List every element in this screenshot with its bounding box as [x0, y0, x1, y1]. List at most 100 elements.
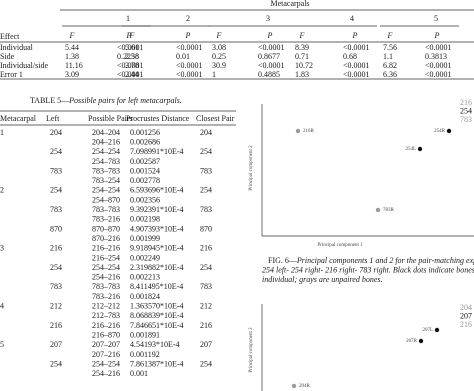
- table-cell: 254: [50, 186, 62, 195]
- table-header: Metacarpal: [0, 114, 37, 123]
- scatter-point: [417, 146, 423, 152]
- row-header: Effect: [0, 32, 20, 41]
- table-cell: 207–216: [92, 350, 120, 359]
- table-cell: 212–783: [92, 311, 120, 320]
- table-cell: 783: [50, 205, 62, 214]
- table-cell: 870: [200, 224, 212, 233]
- table-cell: 216: [200, 321, 212, 330]
- table-cell: 216: [50, 321, 62, 330]
- table-cell: 870–870: [92, 224, 120, 233]
- table-cell: 5: [0, 340, 4, 349]
- point-label: 207R: [406, 339, 418, 344]
- table-cell: 216: [50, 244, 62, 253]
- table-cell: 1.363570*10E-4: [130, 302, 184, 311]
- sub-header: P: [126, 31, 132, 40]
- cell: <0.0001: [425, 70, 452, 79]
- legend-entry: 783: [460, 115, 472, 124]
- point-label: 254L: [405, 147, 416, 152]
- table-header: Procrustes Distance: [126, 114, 190, 123]
- table-header: Left: [46, 114, 60, 123]
- table-cell: 216: [200, 244, 212, 253]
- table-cell: 870–216: [92, 234, 120, 243]
- cell: <0.0001: [117, 43, 144, 52]
- cell: 7.56: [383, 43, 397, 52]
- cell: <0.0001: [117, 70, 144, 79]
- cell: 8.39: [295, 43, 309, 52]
- table-cell: 783–216: [92, 215, 120, 224]
- table-cell: 783–216: [92, 292, 120, 301]
- table-cell: 6.593696*10E-4: [130, 186, 184, 195]
- table-cell: 254–254: [92, 359, 120, 368]
- point-label: 204R: [299, 384, 311, 389]
- table-cell: 783: [50, 282, 62, 291]
- table-cell: 783–783: [92, 205, 120, 214]
- cell: <0.0001: [343, 70, 370, 79]
- cell: <0.0001: [425, 43, 452, 52]
- legend-entry: 254: [460, 106, 472, 115]
- table-cell: 0.002213: [130, 273, 160, 282]
- scatter-point: [434, 327, 440, 333]
- column-header: 5: [434, 14, 438, 23]
- table-cell: 0.002198: [130, 215, 160, 224]
- row-label: Error 1: [0, 70, 23, 79]
- scatter-point: [295, 128, 301, 134]
- cell: 6.82: [383, 61, 397, 70]
- sub-header: P: [352, 31, 358, 40]
- table-cell: 0.001891: [130, 330, 160, 339]
- point-label: 783R: [383, 208, 395, 213]
- cell: 0.4885: [258, 70, 280, 79]
- table-cell: 1: [0, 128, 4, 137]
- caption-line: individual; grays are unpaired bones.: [262, 275, 383, 284]
- cell: 0.01: [176, 52, 190, 61]
- table-cell: 870: [50, 224, 62, 233]
- table-cell: 0.001824: [130, 292, 160, 301]
- point-label: 207L: [422, 328, 433, 333]
- scatter-point: [291, 383, 297, 389]
- table-cell: 0.001: [130, 369, 148, 378]
- table-cell: 0.001256: [130, 128, 160, 137]
- table-cell: 216–870: [92, 330, 120, 339]
- table-cell: 254–216: [92, 273, 120, 282]
- x-axis-label: Principal component 1: [317, 243, 363, 248]
- table-cell: 212: [200, 302, 212, 311]
- table-cell: 2: [0, 186, 4, 195]
- table-caption: TABLE 5—Possible pairs for left metacarp…: [30, 96, 182, 105]
- caption-text: Possible pairs for left metacarpals.: [68, 96, 182, 105]
- table-cell: 0.002778: [130, 176, 160, 185]
- caption-label: FIG. 6—: [268, 256, 298, 265]
- y-axis-label: Principal component 2: [249, 327, 254, 373]
- table-cell: 7.861387*10E-4: [130, 359, 184, 368]
- sub-header: F: [299, 31, 305, 40]
- row-label: Side: [0, 52, 15, 61]
- table-cell: 3: [0, 244, 4, 253]
- column-header: 4: [350, 14, 354, 23]
- table-cell: 254–216: [92, 369, 120, 378]
- y-axis-label: Principal component 2: [249, 145, 254, 191]
- table-cell: 207: [200, 340, 212, 349]
- table-cell: 9.918945*10E-4: [130, 244, 184, 253]
- legend-entry: 216: [460, 98, 472, 107]
- cell: 2.58: [125, 52, 139, 61]
- table-header: Possible Pairs: [88, 114, 133, 123]
- legend-entry: 216: [460, 320, 472, 329]
- table-cell: 783: [50, 166, 62, 175]
- table-cell: 0.001524: [130, 166, 160, 175]
- caption-line: 254 left- 254 right- 216 right- 783 righ…: [262, 265, 474, 274]
- table-cell: 254: [50, 359, 62, 368]
- group-header: Metacarpals: [270, 0, 309, 8]
- cell: 0.3813: [425, 52, 447, 61]
- cell: 10.72: [295, 61, 313, 70]
- cell: 2.44: [125, 70, 139, 79]
- cell: <0.0001: [117, 61, 144, 70]
- sub-header: F: [69, 31, 75, 40]
- scatter-point: [418, 338, 424, 344]
- table-cell: 783: [200, 282, 212, 291]
- table-cell: 4.907393*10E-4: [130, 224, 184, 233]
- table-cell: 0.002356: [130, 195, 160, 204]
- cell: <0.0001: [343, 61, 370, 70]
- cell: 0.8677: [258, 52, 280, 61]
- scatter-point: [375, 207, 381, 213]
- cell: <0.0001: [258, 43, 285, 52]
